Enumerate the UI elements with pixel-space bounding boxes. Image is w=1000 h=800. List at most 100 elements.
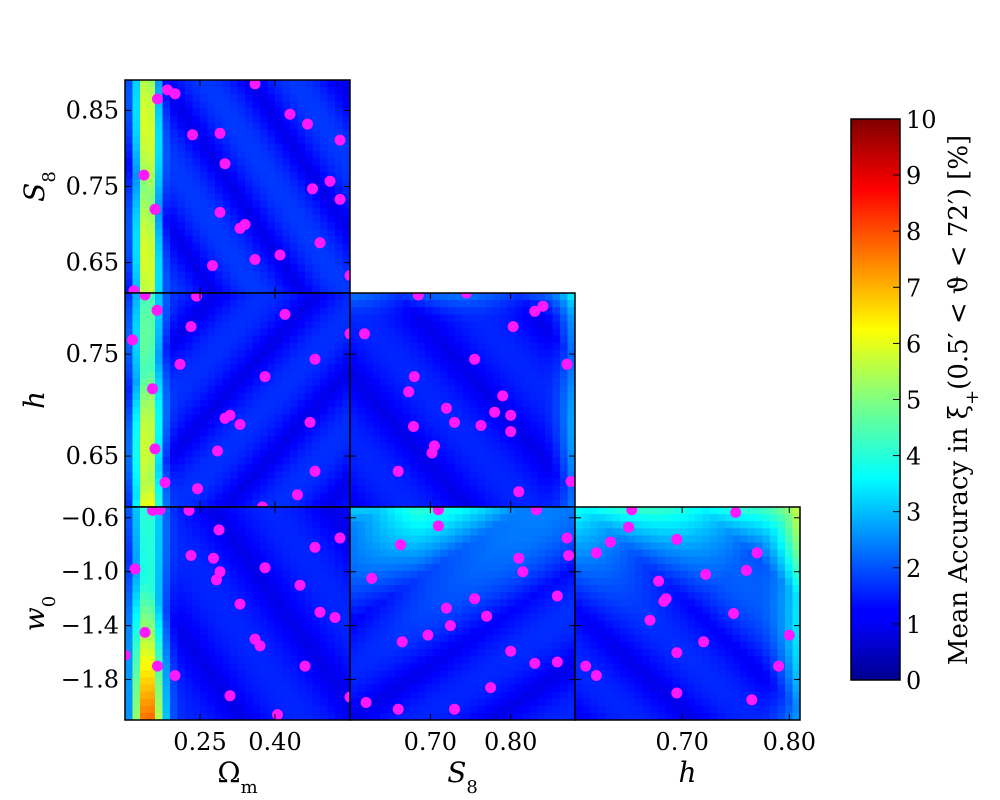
sample-point — [147, 383, 158, 395]
y-tick-label: 0.65 — [66, 442, 119, 470]
sample-point — [307, 183, 318, 195]
sample-point — [174, 358, 186, 370]
x-axis-label: h — [678, 756, 696, 789]
sample-point — [234, 598, 246, 610]
sample-point — [529, 305, 541, 317]
sample-point — [169, 670, 181, 681]
sample-point — [751, 547, 763, 559]
sample-point — [408, 421, 419, 432]
sample-point — [284, 108, 296, 120]
sample-point — [489, 406, 501, 418]
y-axis-label: S8 — [18, 171, 60, 202]
sample-point — [138, 169, 150, 181]
heatmap-background — [350, 507, 575, 720]
colorbar-tick-label: 0 — [906, 667, 921, 695]
sample-point — [730, 507, 742, 518]
sample-points — [125, 507, 350, 720]
sample-point — [513, 552, 525, 564]
sample-point — [329, 612, 341, 623]
panel-S8-vs-Omega_m: 0.65 0.75 0.85 S8 — [18, 79, 351, 294]
sample-point — [449, 416, 460, 428]
panel-frame — [574, 506, 801, 721]
sample-point — [334, 532, 346, 544]
sample-point — [185, 550, 197, 561]
sample-points — [128, 80, 350, 293]
sample-point — [259, 371, 271, 383]
x-tick-label: 0.25 — [173, 728, 226, 756]
sample-point — [359, 328, 370, 340]
colorbar-ticks: 0 1 2 3 4 5 6 7 8 9 10 — [893, 106, 937, 695]
sample-point — [249, 254, 261, 265]
sample-point — [213, 524, 225, 536]
sample-point — [183, 507, 195, 516]
sample-points — [127, 293, 350, 507]
x-tick-label: 0.70 — [404, 728, 457, 756]
sample-point — [127, 334, 138, 346]
sample-point — [773, 660, 785, 672]
sample-point — [249, 80, 261, 90]
sample-point — [395, 539, 407, 551]
sample-point — [152, 660, 163, 672]
sample-point — [191, 293, 202, 302]
sample-points — [580, 507, 795, 706]
panel-w0-vs-h: 0.70 0.80 h — [574, 506, 816, 789]
sample-point — [169, 88, 181, 100]
sample-point — [309, 353, 321, 365]
sample-point — [360, 697, 372, 708]
sample-point — [314, 237, 326, 249]
sample-point — [565, 476, 575, 487]
colorbar-label-pre: Mean Accuracy in ξ — [944, 405, 974, 665]
sample-point — [392, 703, 404, 715]
sample-point — [432, 520, 444, 532]
sample-point — [561, 532, 573, 544]
sample-point — [444, 620, 456, 632]
sample-point — [700, 568, 712, 580]
sample-point — [505, 426, 517, 438]
sample-point — [214, 206, 226, 218]
colorbar-tick-label: 2 — [906, 555, 921, 583]
sample-point — [344, 691, 350, 703]
sample-point — [728, 608, 740, 619]
sample-point — [403, 386, 415, 398]
sample-point — [461, 293, 472, 299]
sample-point — [671, 533, 683, 545]
y-tick-label: −1.8 — [61, 666, 119, 694]
colorbar-gradient — [850, 118, 901, 681]
sample-point — [139, 293, 151, 301]
sample-point — [302, 118, 313, 130]
sample-point — [254, 640, 266, 652]
panel-h-vs-Omega_m: 0.65 0.75 h — [18, 292, 351, 508]
sample-point — [259, 562, 271, 574]
sample-point — [272, 709, 283, 720]
sample-point — [396, 636, 408, 648]
sample-point — [481, 610, 493, 622]
sample-point — [432, 507, 444, 516]
y-tick-label: 0.75 — [66, 340, 119, 368]
sample-point — [309, 541, 321, 553]
x-tick-label: 0.70 — [655, 728, 708, 756]
sample-point — [408, 371, 420, 383]
x-tick-label: 0.40 — [248, 728, 301, 756]
sample-point — [485, 682, 497, 694]
sample-point — [366, 572, 378, 584]
x-axis-label: Ωm — [217, 756, 257, 798]
sample-point — [469, 593, 481, 605]
y-tick-label: 0.65 — [66, 249, 119, 277]
sample-point — [449, 703, 460, 715]
colorbar: 0 1 2 3 4 5 6 7 8 9 10 Mean Accuracy in ξ+(0.5′ < … — [850, 106, 983, 695]
sample-point — [783, 629, 795, 641]
sample-point — [740, 564, 752, 576]
sample-point — [207, 260, 218, 272]
panel-h-vs-S8 — [349, 292, 576, 508]
sample-point — [192, 483, 203, 495]
sample-point — [214, 127, 226, 139]
sample-point — [125, 649, 131, 661]
sample-point — [660, 593, 672, 605]
sample-point — [309, 465, 321, 477]
heatmap-background — [125, 293, 350, 507]
sample-point — [344, 328, 350, 340]
heatmap-background — [350, 293, 575, 507]
sample-point — [185, 321, 197, 333]
